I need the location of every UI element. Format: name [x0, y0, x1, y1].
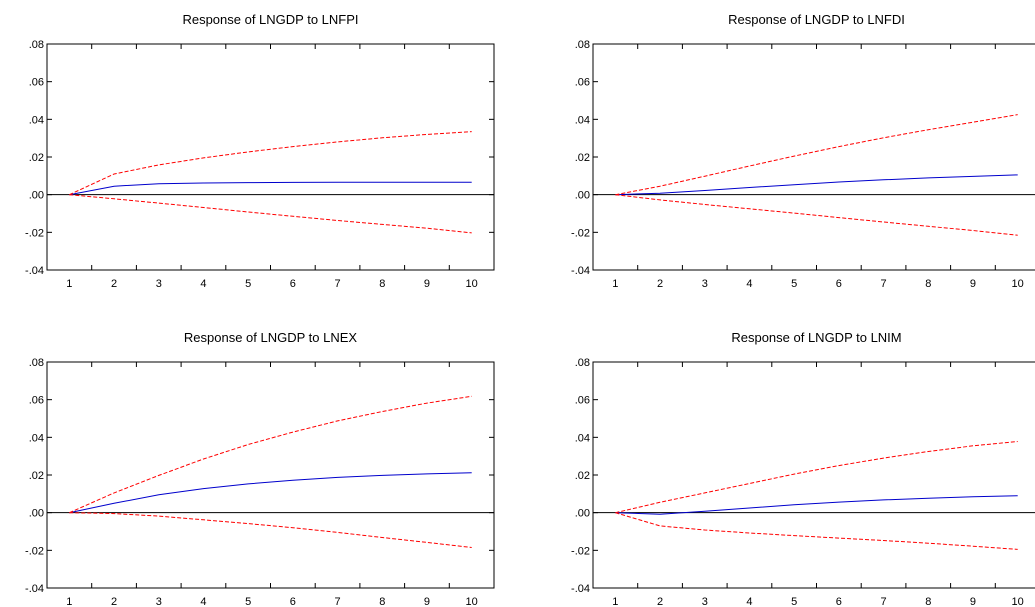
x-tick-label: 2: [657, 278, 663, 290]
x-tick-label: 4: [746, 278, 752, 290]
upper-band-line: [615, 441, 1018, 514]
x-tick-label: 10: [1012, 596, 1024, 607]
x-tick-label: 8: [379, 278, 385, 290]
y-tick-label: .08: [575, 39, 590, 51]
x-tick-label: 1: [66, 596, 72, 607]
x-tick-label: 10: [466, 278, 478, 290]
upper-band-line: [69, 395, 472, 514]
response-line: [69, 181, 472, 196]
y-tick-label: .08: [575, 357, 590, 369]
x-tick-label: 9: [424, 596, 430, 607]
x-tick-label: 6: [290, 278, 296, 290]
x-tick-label: 3: [702, 596, 708, 607]
chart-panel-4: Response of LNGDP to LNIM .08 .06 .04 .02 .00…: [571, 330, 1035, 607]
y-tick-label: .02: [575, 152, 590, 164]
x-tick-label: 9: [970, 596, 976, 607]
x-tick-label: 7: [334, 278, 340, 290]
plot-frame: [592, 361, 1035, 589]
x-tick-label: 2: [657, 596, 663, 607]
x-tick-label: 4: [200, 596, 206, 607]
y-tick-label: -.04: [571, 583, 590, 595]
y-tick-label: .06: [575, 77, 590, 89]
lower-band-line: [69, 194, 472, 234]
chart-title: Response of LNGDP to LNIM: [731, 330, 901, 345]
x-tick-label: 3: [156, 278, 162, 290]
y-tick-label: .06: [575, 395, 590, 407]
x-tick-label: 3: [156, 596, 162, 607]
x-tick-label: 4: [746, 596, 752, 607]
lower-band-line: [615, 512, 1018, 550]
y-tick-label: .00: [29, 190, 44, 202]
y-tick-label: .02: [575, 470, 590, 482]
chart-title: Response of LNGDP to LNEX: [184, 330, 358, 345]
x-tick-label: 1: [66, 278, 72, 290]
response-line: [69, 472, 472, 514]
x-tick-label: 8: [379, 596, 385, 607]
x-tick-label: 8: [925, 278, 931, 290]
x-tick-label: 9: [970, 278, 976, 290]
x-tick-label: 6: [290, 596, 296, 607]
y-tick-label: .00: [29, 508, 44, 520]
x-tick-label: 5: [245, 596, 251, 607]
x-tick-label: 10: [466, 596, 478, 607]
x-tick-label: 6: [836, 278, 842, 290]
lower-band-line: [69, 512, 472, 548]
y-tick-label: -.02: [571, 227, 590, 239]
y-tick-label: .04: [29, 432, 44, 444]
x-tick-label: 4: [200, 278, 206, 290]
x-tick-label: 7: [334, 596, 340, 607]
x-tick-label: 5: [791, 278, 797, 290]
x-tick-label: 1: [612, 596, 618, 607]
y-tick-label: .00: [575, 508, 590, 520]
y-tick-label: .04: [575, 114, 590, 126]
x-tick-label: 8: [925, 596, 931, 607]
x-tick-label: 1: [612, 278, 618, 290]
y-tick-label: .08: [29, 357, 44, 369]
x-tick-label: 2: [111, 278, 117, 290]
y-tick-label: .06: [29, 77, 44, 89]
y-tick-label: -.04: [25, 583, 44, 595]
y-tick-label: .02: [29, 470, 44, 482]
x-tick-label: 10: [1012, 278, 1024, 290]
upper-band-line: [615, 114, 1018, 196]
y-tick-label: .06: [29, 395, 44, 407]
plot-frame: [46, 361, 495, 589]
y-tick-label: -.02: [25, 545, 44, 557]
chart-panel-2: Response of LNGDP to LNFDI .08 .06 .04 .02 .0…: [571, 12, 1035, 290]
x-tick-label: 7: [880, 596, 886, 607]
y-tick-label: .04: [29, 114, 44, 126]
x-tick-label: 5: [791, 596, 797, 607]
y-tick-label: -.02: [571, 545, 590, 557]
response-line: [615, 495, 1018, 515]
x-tick-label: 5: [245, 278, 251, 290]
y-tick-label: -.04: [25, 265, 44, 277]
lower-band-line: [615, 194, 1018, 236]
chart-title: Response of LNGDP to LNFPI: [182, 12, 358, 27]
chart-title: Response of LNGDP to LNFDI: [728, 12, 905, 27]
x-tick-label: 6: [836, 596, 842, 607]
x-tick-label: 9: [424, 278, 430, 290]
plot-frame: [46, 43, 495, 271]
x-tick-label: 7: [880, 278, 886, 290]
y-tick-label: -.02: [25, 227, 44, 239]
chart-panel-1: Response of LNGDP to LNFPI .08 .06 .04 .02 .0…: [25, 12, 495, 290]
x-tick-label: 2: [111, 596, 117, 607]
y-tick-label: .04: [575, 432, 590, 444]
y-tick-label: .02: [29, 152, 44, 164]
y-tick-label: .08: [29, 39, 44, 51]
y-tick-label: -.04: [571, 265, 590, 277]
y-tick-label: .00: [575, 190, 590, 202]
plot-frame: [592, 43, 1035, 271]
upper-band-line: [69, 131, 472, 196]
x-tick-label: 3: [702, 278, 708, 290]
response-line: [615, 174, 1018, 196]
chart-panel-3: Response of LNGDP to LNEX .08 .06 .04 .02 .00…: [25, 330, 495, 607]
